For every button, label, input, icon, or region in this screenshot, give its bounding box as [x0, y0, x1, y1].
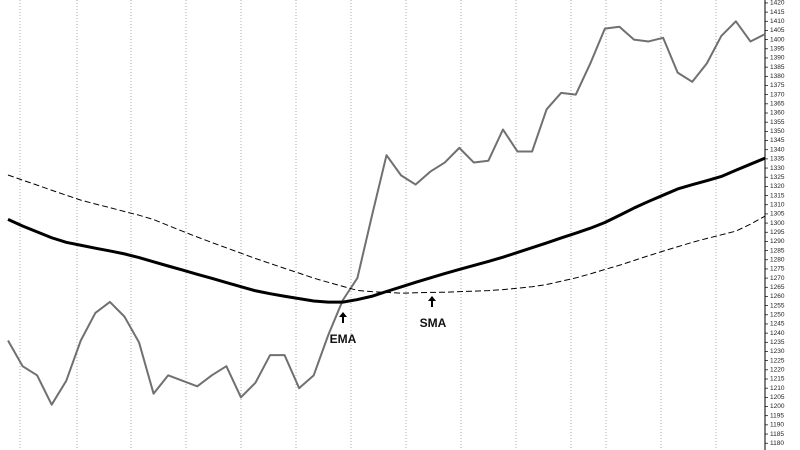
y-tick-label: 1315 — [770, 192, 785, 199]
y-tick-label: 1250 — [770, 312, 785, 319]
y-tick-label: 1200 — [770, 403, 785, 410]
series-line — [7, 174, 766, 294]
y-tick-label: 1195 — [770, 412, 784, 419]
y-tick-label: 1225 — [770, 357, 785, 364]
y-tick-label: 1210 — [770, 385, 785, 392]
y-tick-label: 1410 — [770, 18, 785, 25]
y-tick-label: 1230 — [770, 348, 785, 355]
y-tick-label: 1380 — [770, 73, 785, 80]
annotation: SMA — [420, 316, 447, 330]
y-tick-label: 1345 — [770, 137, 785, 144]
y-tick-label: 1325 — [770, 174, 785, 181]
y-tick-label: 1185 — [770, 431, 784, 438]
y-tick-label: 1310 — [770, 201, 785, 208]
y-tick-label: 1375 — [770, 82, 785, 89]
y-tick-label: 1275 — [770, 266, 785, 273]
y-tick-label: 1235 — [770, 339, 785, 346]
y-tick-label: 1330 — [770, 165, 785, 172]
y-tick-label: 1270 — [770, 275, 785, 282]
y-tick-label: 1245 — [770, 321, 785, 328]
y-tick-label: 1285 — [770, 247, 785, 254]
y-tick-label: 1405 — [770, 27, 785, 34]
y-tick-label: 1180 — [770, 440, 784, 447]
y-tick-label: 1340 — [770, 146, 785, 153]
y-tick-label: 1370 — [770, 91, 785, 98]
y-tick-label: 1360 — [770, 110, 785, 117]
y-tick-label: 1305 — [770, 211, 785, 218]
y-tick-label: 1260 — [770, 293, 785, 300]
vertical-grid — [19, 0, 717, 450]
y-tick-label: 1290 — [770, 238, 785, 245]
y-tick-label: 1385 — [770, 64, 785, 71]
y-tick-label: 1205 — [770, 394, 785, 401]
y-tick-label: 1255 — [770, 302, 785, 309]
y-tick-label: 1190 — [770, 422, 784, 429]
annotation-arrowhead — [339, 312, 347, 317]
y-tick-label: 1395 — [770, 46, 785, 53]
y-tick-label: 1350 — [770, 128, 785, 135]
y-tick-label: 1365 — [770, 101, 785, 108]
y-tick-label: 1390 — [770, 55, 785, 62]
y-tick-label: 1220 — [770, 367, 785, 374]
y-tick-label: 1265 — [770, 284, 785, 291]
y-tick-label: 1355 — [770, 119, 785, 126]
y-tick-label: 1420 — [770, 0, 785, 7]
y-tick-label: 1300 — [770, 220, 785, 227]
y-tick-label: 1320 — [770, 183, 785, 190]
annotation-arrowhead — [428, 296, 436, 301]
y-tick-label: 1415 — [770, 9, 785, 16]
y-tick-label: 1295 — [770, 229, 785, 236]
series-line — [7, 20, 766, 406]
y-tick-label: 1240 — [770, 330, 785, 337]
series-line — [7, 156, 766, 304]
y-tick-label: 1400 — [770, 36, 785, 43]
y-tick-label: 1280 — [770, 256, 785, 263]
y-tick-label: 1335 — [770, 156, 785, 163]
y-tick-label: 1215 — [770, 376, 785, 383]
annotation: EMA — [330, 332, 357, 346]
